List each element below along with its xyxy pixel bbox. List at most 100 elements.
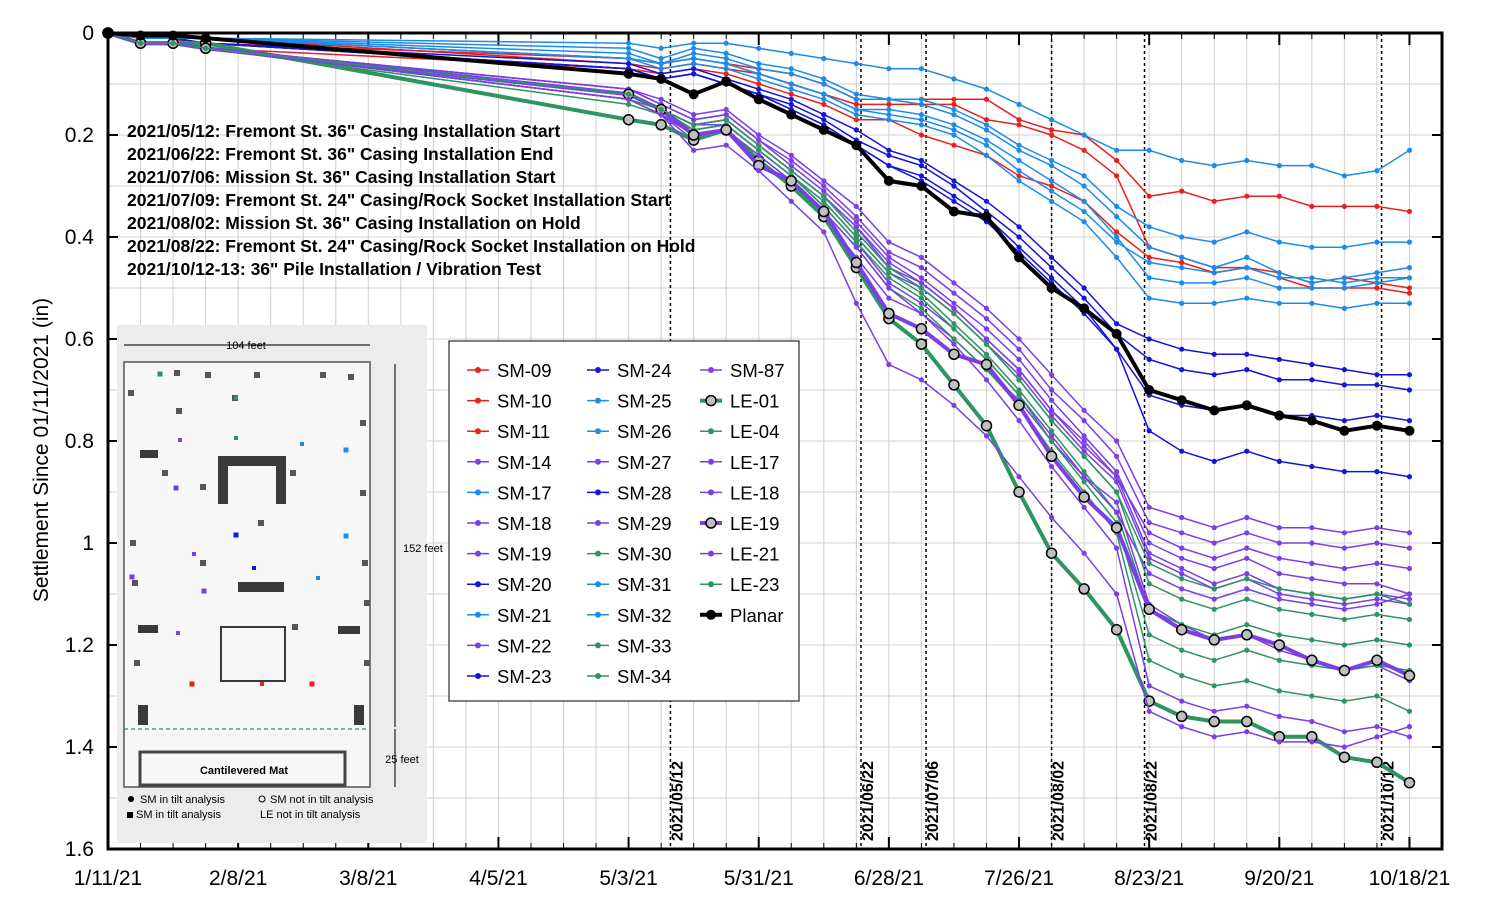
data-point xyxy=(1146,244,1152,250)
data-point xyxy=(1341,616,1347,623)
data-point xyxy=(1276,275,1282,281)
data-point xyxy=(951,341,957,347)
data-point xyxy=(1114,203,1120,209)
data-point xyxy=(1146,540,1152,546)
x-tick-label: 10/18/21 xyxy=(1369,867,1451,890)
data-point xyxy=(723,50,729,57)
legend-label: SM-09 xyxy=(497,360,552,381)
data-point xyxy=(1374,596,1380,602)
data-point xyxy=(1211,525,1217,531)
data-point xyxy=(1406,545,1413,551)
annotation-text: 2021/08/02: Mission St. 36" Casing Insta… xyxy=(127,213,581,233)
data-point xyxy=(1276,458,1282,464)
data-point xyxy=(1079,303,1090,314)
data-point xyxy=(1179,555,1185,561)
data-point xyxy=(1016,367,1022,373)
data-point xyxy=(818,124,829,135)
data-point xyxy=(853,101,859,107)
data-point xyxy=(1341,418,1347,424)
data-point xyxy=(1244,295,1250,301)
data-point xyxy=(756,147,762,153)
data-point xyxy=(1016,392,1022,398)
data-point xyxy=(886,249,892,255)
legend-label: SM-21 xyxy=(497,605,552,626)
data-point xyxy=(1048,397,1055,403)
data-point xyxy=(1211,657,1217,663)
data-point xyxy=(1045,547,1058,559)
data-point xyxy=(1013,399,1025,412)
data-point xyxy=(1309,601,1315,607)
data-point xyxy=(1114,499,1120,505)
data-point xyxy=(886,163,892,169)
data-point xyxy=(1016,377,1022,383)
y-tick-label: 1.2 xyxy=(65,634,94,657)
data-point xyxy=(980,419,993,432)
x-tick-label: 3/8/21 xyxy=(339,867,397,890)
data-point xyxy=(1146,632,1152,638)
legend-swatch-marker xyxy=(595,642,601,649)
data-point xyxy=(1374,412,1380,419)
data-point xyxy=(886,147,892,153)
event-line-label: 2021/05/12 xyxy=(669,761,686,841)
data-point xyxy=(1276,163,1282,169)
data-point xyxy=(1048,418,1055,424)
data-point xyxy=(1179,698,1185,704)
data-point xyxy=(1341,305,1347,311)
legend-swatch-marker xyxy=(706,609,716,620)
data-point xyxy=(1146,530,1152,536)
legend: SM-09 SM-10 SM-11 SM-14 SM-17 SM-18 SM-19 SM-20… xyxy=(448,340,800,702)
data-point xyxy=(918,300,925,306)
data-point xyxy=(1179,234,1185,240)
data-point xyxy=(1276,193,1282,199)
data-point xyxy=(1016,234,1022,240)
data-point xyxy=(1374,581,1380,587)
data-point xyxy=(723,40,729,46)
data-point xyxy=(1016,244,1022,250)
data-point xyxy=(1179,265,1185,271)
monitor-point xyxy=(173,485,179,491)
data-point xyxy=(625,101,632,107)
data-point xyxy=(1179,571,1185,577)
column xyxy=(174,370,180,376)
legend-swatch-marker xyxy=(708,581,714,588)
data-point xyxy=(821,117,827,123)
y-tick-label: 0 xyxy=(82,22,94,45)
building-outline xyxy=(123,361,371,788)
data-point xyxy=(1078,491,1090,503)
data-point xyxy=(1179,157,1185,164)
data-point xyxy=(1406,642,1413,648)
data-point xyxy=(1146,259,1152,266)
data-point xyxy=(788,91,794,97)
data-point xyxy=(1244,586,1250,592)
data-point xyxy=(756,76,762,82)
data-point xyxy=(1374,540,1380,546)
legend-swatch-marker xyxy=(475,489,481,496)
data-point xyxy=(1114,453,1120,459)
data-point xyxy=(1276,632,1282,638)
data-point xyxy=(788,157,794,164)
data-point xyxy=(821,229,827,235)
wall xyxy=(338,626,360,634)
x-tick-label: 9/20/21 xyxy=(1244,867,1314,890)
data-point xyxy=(1179,448,1185,454)
data-point xyxy=(1404,425,1415,436)
data-point xyxy=(1016,387,1022,393)
data-point xyxy=(1244,622,1250,628)
data-point xyxy=(1244,275,1250,281)
data-point xyxy=(1338,664,1351,677)
data-point xyxy=(983,336,990,342)
data-point xyxy=(756,66,762,72)
data-point xyxy=(983,341,990,347)
key-label: LE not in tilt analysis xyxy=(260,809,361,821)
data-point xyxy=(1406,387,1413,393)
event-line-label: 2021/06/22 xyxy=(860,761,877,841)
data-point xyxy=(1374,239,1380,245)
data-point xyxy=(691,117,697,123)
data-point xyxy=(1276,377,1282,383)
legend-label: SM-14 xyxy=(497,452,552,473)
data-point xyxy=(1048,183,1055,189)
data-point xyxy=(1341,285,1347,291)
data-point xyxy=(1211,198,1217,204)
data-point xyxy=(1114,469,1120,475)
data-point xyxy=(1341,596,1347,602)
